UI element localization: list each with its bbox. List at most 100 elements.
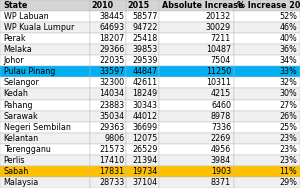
Bar: [0, 77, 90, 89]
Text: 27%: 27%: [279, 101, 297, 110]
Text: 33%: 33%: [280, 67, 297, 76]
Text: 4956: 4956: [211, 145, 231, 154]
Text: WP Kuala Lumpur: WP Kuala Lumpur: [4, 23, 74, 32]
Bar: [234, 177, 300, 188]
Text: 18249: 18249: [132, 89, 158, 99]
Bar: [234, 122, 300, 133]
Text: 18207: 18207: [99, 34, 124, 43]
Bar: [234, 66, 300, 77]
Bar: [159, 99, 234, 111]
Bar: [90, 33, 126, 44]
Text: 7504: 7504: [211, 56, 231, 65]
Bar: [234, 155, 300, 166]
Text: 44012: 44012: [133, 112, 158, 121]
Text: 36699: 36699: [132, 123, 158, 132]
Bar: [90, 144, 126, 155]
Bar: [234, 44, 300, 55]
Bar: [90, 77, 126, 89]
Bar: [159, 44, 234, 55]
Text: 7211: 7211: [211, 34, 231, 43]
Bar: [159, 33, 234, 44]
Bar: [126, 177, 159, 188]
Bar: [126, 144, 159, 155]
Bar: [234, 111, 300, 122]
Text: 23%: 23%: [280, 145, 297, 154]
Bar: [159, 0, 234, 11]
Text: 8371: 8371: [211, 178, 231, 187]
Bar: [159, 133, 234, 144]
Bar: [234, 22, 300, 33]
Text: State: State: [4, 1, 28, 10]
Text: 22035: 22035: [99, 56, 124, 65]
Bar: [90, 66, 126, 77]
Bar: [126, 0, 159, 11]
Text: 2010: 2010: [92, 1, 114, 10]
Bar: [90, 155, 126, 166]
Text: Perak: Perak: [4, 34, 26, 43]
Text: WP Labuan: WP Labuan: [4, 12, 48, 21]
Bar: [0, 11, 90, 22]
Bar: [0, 22, 90, 33]
Text: 14034: 14034: [100, 89, 124, 99]
Bar: [126, 55, 159, 66]
Bar: [126, 44, 159, 55]
Bar: [159, 166, 234, 177]
Text: 25418: 25418: [132, 34, 158, 43]
Bar: [234, 133, 300, 144]
Text: 42611: 42611: [133, 78, 158, 87]
Bar: [0, 111, 90, 122]
Text: 36%: 36%: [280, 45, 297, 54]
Bar: [90, 122, 126, 133]
Text: 46%: 46%: [280, 23, 297, 32]
Text: 30029: 30029: [206, 23, 231, 32]
Bar: [0, 133, 90, 144]
Bar: [159, 122, 234, 133]
Bar: [126, 133, 159, 144]
Bar: [234, 89, 300, 99]
Text: Perlis: Perlis: [4, 156, 25, 165]
Text: 40%: 40%: [280, 34, 297, 43]
Bar: [0, 122, 90, 133]
Bar: [159, 77, 234, 89]
Bar: [126, 166, 159, 177]
Text: 32300: 32300: [99, 78, 124, 87]
Text: 23883: 23883: [99, 101, 124, 110]
Text: 23%: 23%: [280, 134, 297, 143]
Text: 8978: 8978: [211, 112, 231, 121]
Text: 35034: 35034: [99, 112, 124, 121]
Bar: [234, 144, 300, 155]
Text: 11250: 11250: [206, 67, 231, 76]
Bar: [126, 122, 159, 133]
Bar: [0, 0, 90, 11]
Text: 11%: 11%: [280, 167, 297, 176]
Text: 26529: 26529: [132, 145, 158, 154]
Bar: [234, 11, 300, 22]
Bar: [90, 177, 126, 188]
Text: Absolute Increase: Absolute Increase: [162, 1, 244, 10]
Text: 52%: 52%: [279, 12, 297, 21]
Text: 10487: 10487: [206, 45, 231, 54]
Text: Melaka: Melaka: [4, 45, 32, 54]
Bar: [90, 44, 126, 55]
Bar: [126, 111, 159, 122]
Bar: [159, 111, 234, 122]
Bar: [90, 22, 126, 33]
Text: 58577: 58577: [132, 12, 158, 21]
Text: 2269: 2269: [211, 134, 231, 143]
Bar: [126, 11, 159, 22]
Text: Negeri Sembilan: Negeri Sembilan: [4, 123, 70, 132]
Text: Kedah: Kedah: [4, 89, 29, 99]
Text: 26%: 26%: [280, 112, 297, 121]
Bar: [234, 33, 300, 44]
Text: Sabah: Sabah: [4, 167, 29, 176]
Bar: [0, 144, 90, 155]
Bar: [0, 55, 90, 66]
Bar: [90, 133, 126, 144]
Bar: [159, 11, 234, 22]
Text: 21394: 21394: [132, 156, 158, 165]
Text: Pahang: Pahang: [4, 101, 33, 110]
Text: % Increase 2010-2015: % Increase 2010-2015: [237, 1, 300, 10]
Text: 1903: 1903: [211, 167, 231, 176]
Text: 30343: 30343: [133, 101, 158, 110]
Text: 12075: 12075: [132, 134, 158, 143]
